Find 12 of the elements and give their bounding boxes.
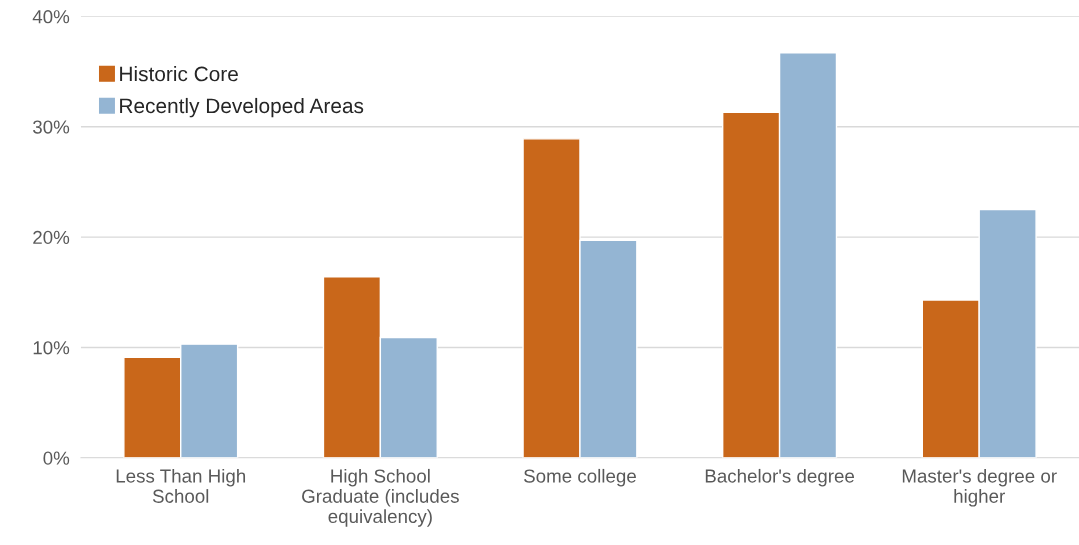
y-tick-label: 20% [33, 230, 70, 245]
x-tick-label: Some college [524, 468, 636, 487]
x-tick-label: Bachelor's degree [705, 468, 855, 487]
x-tick-label: Master's degree or higher [902, 468, 1057, 507]
y-tick-label: 40% [32, 10, 70, 24]
legend-label: Recently Developed Areas [120, 97, 364, 118]
y-tick-label: 10% [33, 341, 70, 355]
x-tick-label: Less Than High School [116, 468, 246, 503]
x-tick-label: High School Graduate (includes equivalency) [302, 468, 459, 527]
y-tick-label: 30% [33, 120, 70, 134]
legend-label: Historic Core [120, 66, 238, 82]
y-tick-label: 0% [43, 451, 70, 465]
